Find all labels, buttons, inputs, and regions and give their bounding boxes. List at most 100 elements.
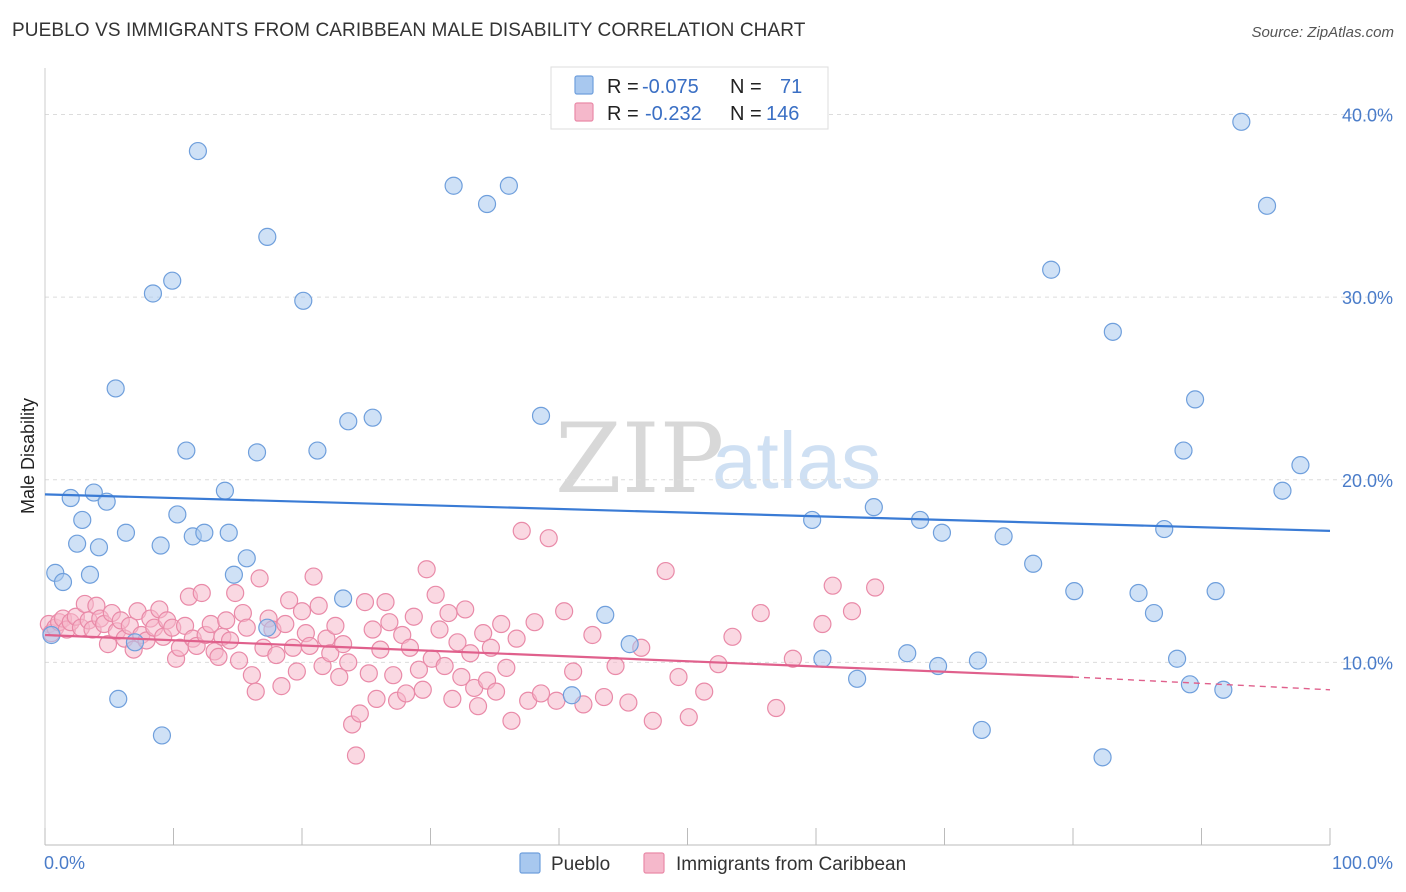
caribbean-point — [539, 529, 558, 548]
legend-n-value: 146 — [766, 103, 799, 125]
pueblo-point — [89, 538, 109, 557]
y-tick-label: 10.0% — [1342, 653, 1393, 673]
caribbean-point — [192, 583, 211, 603]
axes — [44, 68, 1331, 846]
caribbean-point — [643, 711, 662, 730]
caribbean-point — [435, 656, 454, 676]
caribbean-point — [594, 687, 614, 707]
caribbean-point — [396, 684, 416, 703]
caribbean-point — [507, 629, 526, 648]
pueblo-point — [864, 498, 883, 517]
y-tick-label: 20.0% — [1342, 471, 1393, 491]
pueblo-point — [1144, 603, 1164, 623]
caribbean-point — [709, 655, 728, 674]
watermark-zip: ZIP — [555, 403, 724, 515]
legend-n-value: 71 — [780, 76, 802, 98]
y-tick-label: 40.0% — [1342, 106, 1393, 126]
pueblo-point — [143, 284, 163, 303]
pueblo-point — [562, 686, 581, 705]
caribbean-point — [456, 600, 475, 619]
pueblo-point — [813, 649, 832, 668]
pueblo-point — [247, 443, 267, 462]
pueblo-point — [195, 523, 214, 542]
caribbean-point — [452, 667, 471, 687]
pueblo-point — [1093, 748, 1112, 767]
caribbean-point — [363, 620, 382, 639]
caribbean-point — [439, 603, 458, 623]
pueblo-point — [898, 644, 917, 663]
pueblo-point — [477, 194, 497, 214]
caribbean-point — [669, 667, 688, 687]
caribbean-point — [695, 682, 714, 701]
caribbean-point — [380, 613, 399, 632]
pueblo-point — [177, 441, 196, 460]
caribbean-point — [430, 620, 449, 639]
pueblo-point — [1155, 519, 1174, 539]
y-axis-label: Male Disability — [18, 398, 38, 514]
caribbean-point — [783, 649, 802, 668]
caribbean-point — [346, 746, 366, 765]
pueblo-point — [294, 291, 313, 310]
legend-label-pueblo: Pueblo — [551, 854, 610, 875]
caribbean-point — [242, 666, 261, 685]
pueblo-point — [258, 227, 277, 246]
caribbean-point — [426, 585, 445, 604]
pueblo-point — [1103, 322, 1122, 341]
caribbean-point — [209, 647, 228, 667]
series-legend: Pueblo Immigrants from Caribbean — [519, 852, 906, 875]
caribbean-point — [359, 664, 378, 683]
legend-r-value: -0.232 — [645, 103, 702, 125]
pueblo-point — [116, 523, 136, 542]
pueblo-point — [106, 379, 125, 398]
legend-swatch-pueblo — [519, 852, 541, 874]
caribbean-point — [326, 616, 345, 635]
caribbean-point — [866, 578, 885, 597]
caribbean-point — [280, 591, 299, 610]
correlation-legend: R = -0.075 N = 71 R = -0.232 N = 146 — [550, 66, 829, 130]
caribbean-point — [606, 656, 625, 676]
caribbean-point — [376, 593, 395, 612]
caribbean-point — [823, 576, 842, 595]
pueblo-point — [1257, 196, 1277, 215]
caribbean-point — [272, 677, 291, 696]
pueblo-point — [73, 510, 92, 530]
pueblo-point — [308, 441, 327, 460]
chart-title: PUEBLO VS IMMIGRANTS FROM CARIBBEAN MALE… — [12, 20, 806, 41]
pueblo-point — [1206, 582, 1225, 601]
legend-swatch-pueblo — [574, 75, 594, 95]
caribbean-point — [404, 607, 423, 626]
pueblo-trend-line — [44, 493, 1331, 532]
pueblo-point — [803, 510, 822, 530]
pueblo-point — [1232, 112, 1251, 131]
source-label: Source: ZipAtlas.com — [1251, 24, 1394, 41]
caribbean-point — [564, 662, 583, 681]
pueblo-point — [258, 618, 277, 637]
caribbean-point — [656, 561, 675, 581]
caribbean-point — [492, 614, 511, 634]
caribbean-point — [619, 693, 638, 712]
caribbean-point — [276, 614, 295, 634]
caribbean-point — [334, 635, 353, 654]
caribbean-point — [679, 708, 698, 727]
pueblo-point — [151, 536, 170, 555]
caribbean-point — [367, 689, 386, 709]
pueblo-point — [224, 565, 243, 584]
pueblo-point — [596, 605, 615, 625]
pueblo-point — [334, 589, 353, 608]
pueblo-point — [994, 527, 1013, 546]
legend-r-label: R = — [607, 103, 639, 125]
caribbean-point — [267, 645, 286, 665]
caribbean-point — [355, 593, 375, 612]
pueblo-point — [215, 481, 234, 500]
caribbean-point — [98, 635, 118, 654]
pueblo-point — [1273, 481, 1292, 500]
pueblo-point — [339, 412, 358, 431]
caribbean-point — [723, 627, 742, 646]
pueblo-point — [109, 689, 128, 709]
caribbean-point — [350, 704, 369, 723]
legend-n-label: N = — [730, 76, 762, 98]
pueblo-point — [80, 565, 100, 584]
caribbean-point — [413, 680, 432, 699]
caribbean-point — [309, 596, 328, 615]
pueblo-point — [219, 523, 238, 542]
